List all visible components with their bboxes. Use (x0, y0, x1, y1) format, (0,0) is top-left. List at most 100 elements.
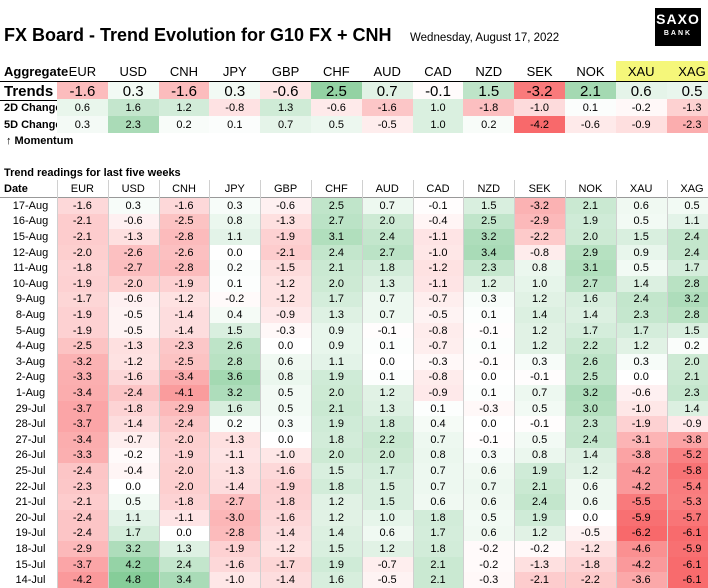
cell-sek: -2.1 (514, 572, 565, 588)
cell-jpy: -1.9 (209, 541, 261, 557)
cell-sek: 1.4 (514, 307, 565, 323)
currency-header-usd: USD (119, 63, 147, 79)
cell-jpy: 3.2 (209, 385, 261, 401)
cell-xau: 2.3 (615, 307, 667, 323)
cell-cad: -0.3 (412, 354, 464, 370)
cell-gbp: -1.9 (260, 478, 311, 495)
cell-cnh: -2.6 (158, 244, 210, 261)
table-row: 5-Aug -1.9 -0.5 -1.4 1.5 -0.3 0.9 -0.1 -0.8 -0.1 1… (0, 322, 708, 339)
cell-xau: -3.8 (615, 447, 667, 464)
cell-cnh: -1.8 (158, 494, 210, 510)
cell-xag: -5.3 (666, 494, 708, 510)
cell-xau: -4.2 (615, 556, 667, 573)
cell-aud: 2.0 (361, 213, 413, 230)
cell-sek: -0.2 (514, 541, 565, 557)
cell-aud: 1.8 (361, 260, 413, 276)
cell-xau: 1.5 (615, 229, 667, 245)
history-header-nok: NOK (578, 182, 603, 195)
column-divider (311, 180, 312, 588)
cell-aud: 2.2 (361, 432, 413, 448)
cell-nok: 1.9 (565, 213, 616, 230)
cell-chf: 1.7 (311, 291, 362, 308)
change-5d-row: 5D Change 0.3 2.3 0.2 0.1 0.7 0.5 -0.5 1.0 0.2 -4.… (0, 116, 708, 133)
cell-gbp: -1.7 (260, 556, 311, 573)
cell-jpy: -1.4 (209, 478, 261, 495)
cell-cad: -0.7 (412, 291, 464, 308)
cell-eur: -2.4 (57, 463, 108, 479)
cell-gbp: -1.6 (260, 510, 311, 526)
history-header-chf: CHF (325, 182, 348, 195)
cell-xau: 0.9 (615, 244, 667, 261)
cell-chf: 3.1 (311, 229, 362, 245)
cell-nok: 2.4 (565, 432, 616, 448)
cell-cnh: -2.4 (158, 416, 210, 432)
cell-nzd: 0.7 (463, 478, 515, 495)
cell-gbp: -1.0 (260, 447, 311, 464)
change-2d-value-chf: -0.6 (311, 99, 362, 116)
change-5d-value-cad: 1.0 (412, 116, 464, 133)
cell-gbp: -1.4 (260, 572, 311, 588)
cell-cnh: -1.9 (158, 276, 210, 292)
table-row: 14-Jul -4.2 4.8 3.4 -1.0 -1.4 1.6 -0.5 2.1 -0.3 -2… (0, 572, 708, 588)
cell-nzd: 0.1 (463, 307, 515, 323)
change-2d-row: 2D Change 0.6 1.6 1.2 -0.8 1.3 -0.6 -1.6 1.0 -1.8… (0, 99, 708, 116)
cell-xau: 0.5 (615, 260, 667, 276)
change-5d-value-chf: 0.5 (311, 116, 362, 133)
cell-eur: -2.5 (57, 338, 108, 354)
cell-gbp: -1.9 (260, 229, 311, 245)
cell-chf: 2.1 (311, 260, 362, 276)
cell-chf: 0.9 (311, 322, 362, 339)
table-row: 1-Aug -3.4 -2.4 -4.1 3.2 0.5 2.0 1.2 -0.9 0.1 0.7 3… (0, 385, 708, 401)
cell-cnh: -4.1 (158, 385, 210, 401)
cell-nok: 2.1 (565, 198, 616, 214)
cell-xau: 1.2 (615, 338, 667, 354)
saxo-bank-logo: SAXO BANK (655, 8, 701, 46)
cell-usd: 0.3 (107, 198, 159, 214)
cell-usd: 1.7 (107, 525, 159, 542)
cell-jpy: -1.3 (209, 463, 261, 479)
cell-xau: -0.6 (615, 385, 667, 401)
cell-xau: -1.9 (615, 416, 667, 432)
cell-gbp: 0.5 (260, 400, 311, 417)
cell-xag: 2.4 (666, 229, 708, 245)
row-date: 26-Jul (15, 449, 46, 462)
currency-header-chf: CHF (323, 63, 350, 79)
cell-eur: -1.7 (57, 291, 108, 308)
change-2d-label: 2D Change (4, 101, 62, 114)
change-2d-value-cnh: 1.2 (158, 99, 210, 116)
cell-xag: 1.4 (666, 400, 708, 417)
cell-usd: -1.6 (107, 369, 159, 386)
row-date: 10-Aug (12, 277, 49, 290)
cell-nok: 1.4 (565, 447, 616, 464)
cell-aud: 0.6 (361, 525, 413, 542)
cell-eur: -3.4 (57, 432, 108, 448)
history-header-xag: XAG (680, 182, 704, 195)
cell-cnh: 1.3 (158, 541, 210, 557)
cell-xag: 2.3 (666, 385, 708, 401)
row-date: 20-Jul (15, 511, 46, 524)
cell-cad: 0.6 (412, 494, 464, 510)
cell-sek: 1.2 (514, 322, 565, 339)
cell-sek: -0.8 (514, 244, 565, 261)
change-2d-value-gbp: 1.3 (260, 99, 311, 116)
cell-chf: 1.2 (311, 510, 362, 526)
cell-nzd: 0.3 (463, 291, 515, 308)
currency-header-nzd: NZD (475, 63, 503, 79)
cell-nzd: -0.3 (463, 400, 515, 417)
cell-aud: 1.7 (361, 463, 413, 479)
cell-xau: 1.7 (615, 322, 667, 339)
cell-cad: -0.7 (412, 338, 464, 354)
cell-cad: 1.8 (412, 541, 464, 557)
cell-xau: 0.5 (615, 213, 667, 230)
cell-gbp: -1.2 (260, 276, 311, 292)
table-row: 21-Jul -2.1 0.5 -1.8 -2.7 -1.8 1.2 1.5 0.6 0.6 2.4… (0, 494, 708, 510)
history-header-row: Date EUR USD CNH JPY GBP CHF AUD CAD NZD SEK NOK XAU… (0, 180, 708, 198)
cell-aud: 0.7 (361, 291, 413, 308)
cell-cad: 0.7 (412, 432, 464, 448)
column-divider (107, 180, 109, 588)
cell-nzd: 0.1 (463, 385, 515, 401)
cell-usd: -2.7 (107, 260, 159, 276)
trend-value-xag: 0.5 (666, 82, 708, 100)
change-5d-value-xau: -0.9 (615, 116, 667, 133)
cell-nzd: 0.6 (463, 463, 515, 479)
